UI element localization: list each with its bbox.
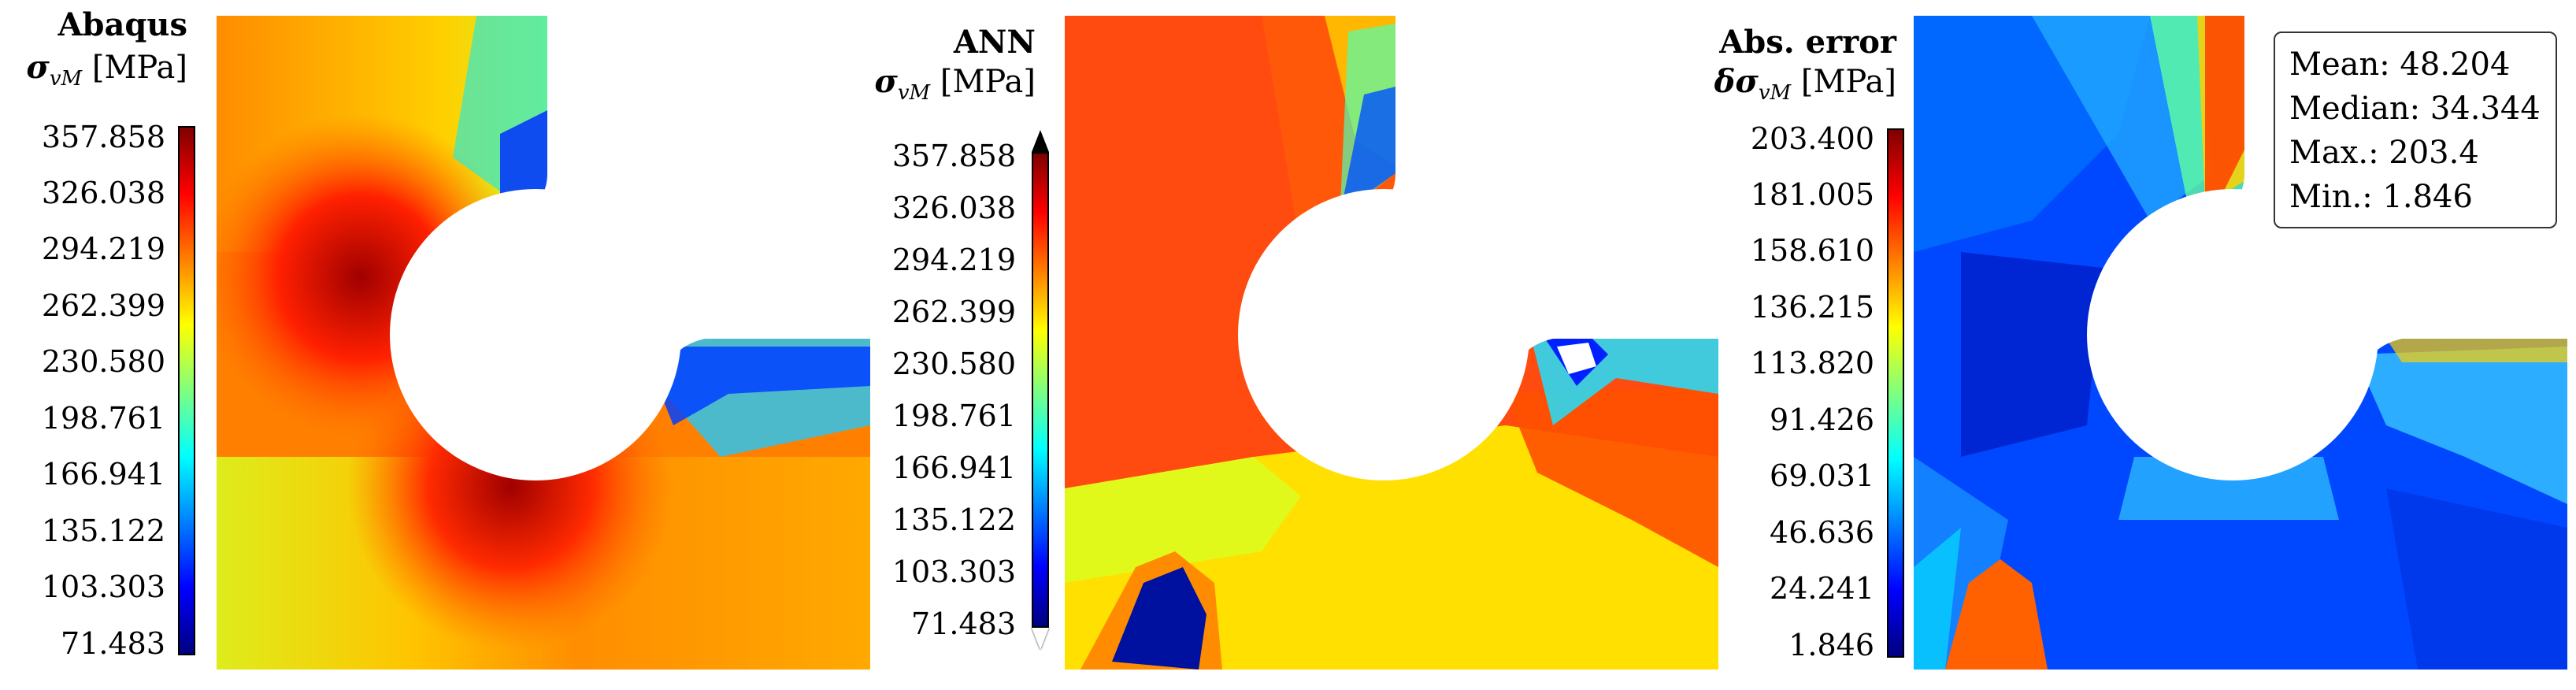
stress-field-abaqus (217, 16, 870, 670)
tick-label: 136.215 (1750, 290, 1874, 325)
stats-box: Mean: 48.204 Median: 34.344 Max.: 203.4 … (2274, 32, 2557, 228)
panel-quantity-label: σvM [MPa] (835, 63, 1036, 105)
tick-label: 198.761 (891, 399, 1016, 433)
tick-label: 158.610 (1750, 233, 1874, 268)
tick-label: 357.858 (891, 139, 1016, 173)
symbol: δσ (1714, 63, 1759, 100)
tick-label: 357.858 (41, 120, 165, 154)
colorbar-max-arrow (1032, 130, 1049, 152)
tick-label: 46.636 (1770, 515, 1874, 550)
stat-min: Min.: 1.846 (2289, 179, 2473, 215)
tick-label: 326.038 (891, 191, 1016, 225)
panel-quantity-label: σvM [MPa] (0, 49, 187, 91)
stress-field-ann (1065, 16, 1718, 670)
stat-mean: Mean: 48.204 (2289, 46, 2511, 83)
tick-label: 262.399 (41, 288, 165, 323)
panel-title: ANN (953, 24, 1036, 61)
tick-label: 103.303 (891, 555, 1016, 589)
symbol: σ (874, 63, 898, 100)
tick-label: 230.580 (891, 347, 1016, 381)
symbol-sub: vM (1758, 81, 1792, 105)
symbol-sub: vM (897, 81, 931, 105)
tick-label: 24.241 (1770, 571, 1874, 606)
tick-label: 1.846 (1788, 628, 1874, 662)
tick-label: 181.005 (1750, 177, 1874, 212)
panel-title: Abaqus (57, 6, 188, 43)
tick-label: 166.941 (41, 457, 165, 492)
tick-label: 203.400 (1750, 121, 1874, 156)
colorbar (1887, 128, 1904, 658)
tick-label: 326.038 (41, 176, 165, 210)
tick-label: 135.122 (891, 503, 1016, 537)
panel-title: Abs. error (1719, 24, 1896, 61)
tick-label: 103.303 (41, 569, 165, 604)
tick-label: 198.761 (41, 401, 165, 436)
unit-label: [MPa] (91, 50, 187, 86)
stat-median: Median: 34.344 (2289, 91, 2541, 127)
colorbar (1032, 152, 1049, 628)
colorbar-min-arrow (1032, 628, 1049, 650)
symbol: σ (26, 49, 50, 86)
tick-label: 262.399 (891, 295, 1016, 329)
tick-label: 166.941 (891, 451, 1016, 485)
tick-label: 135.122 (41, 514, 165, 548)
unit-label: [MPa] (940, 64, 1036, 100)
symbol-sub: vM (49, 67, 83, 91)
tick-label: 294.219 (891, 243, 1016, 277)
tick-label: 230.580 (41, 344, 165, 379)
tick-label: 69.031 (1770, 458, 1874, 493)
tick-label: 71.483 (61, 626, 165, 661)
tick-label: 294.219 (41, 232, 165, 266)
stat-max: Max.: 203.4 (2289, 135, 2479, 171)
tick-label: 113.820 (1750, 346, 1874, 380)
tick-label: 71.483 (911, 607, 1016, 641)
panel-quantity-label: δσvM [MPa] (1654, 63, 1896, 105)
colorbar (178, 126, 195, 655)
tick-label: 91.426 (1770, 402, 1874, 437)
unit-label: [MPa] (1800, 64, 1896, 100)
